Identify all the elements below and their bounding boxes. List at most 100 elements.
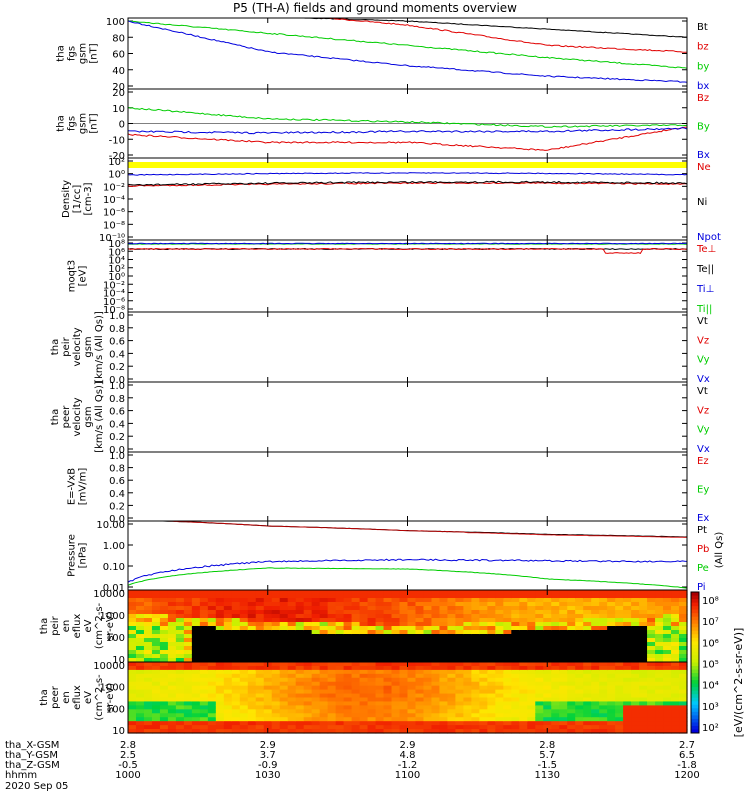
spectrogram-cell — [231, 673, 241, 679]
spectrogram-cell — [439, 662, 449, 667]
spectrogram-cell — [375, 701, 385, 706]
spectrogram-cell — [575, 693, 584, 699]
colorbar-label-text: [eV/(cm^2-s-sr-eV)] — [732, 628, 745, 738]
spectrogram-cell — [239, 630, 249, 635]
ytick-label: 10⁻¹⁰ — [99, 233, 125, 244]
spectrogram-cell — [471, 626, 480, 631]
spectrogram-cell — [551, 638, 560, 643]
spectrogram-cell — [607, 689, 616, 695]
spectrogram-cell — [359, 709, 369, 714]
spectrogram-cell — [223, 689, 233, 695]
spectrogram-cell — [591, 713, 600, 718]
spectrogram-cell — [271, 658, 281, 663]
orbit-value: 4.8 — [400, 750, 416, 761]
spectrogram-cell — [591, 630, 600, 635]
spectrogram-cell — [351, 677, 361, 683]
spectrogram-cell — [647, 697, 656, 703]
spectrogram-cell — [399, 646, 409, 651]
spectrogram-cell — [415, 662, 425, 667]
spectrogram-cell — [199, 705, 209, 710]
spectrogram-cell — [263, 630, 273, 635]
spectrogram-cell — [287, 685, 297, 691]
spectrogram-cell — [535, 610, 544, 615]
spectrogram-cell — [527, 677, 536, 683]
spectrogram-cell — [575, 685, 584, 691]
spectrogram-cell — [359, 646, 369, 651]
spectrogram-cell — [631, 646, 640, 651]
spectrogram-cell — [407, 646, 417, 651]
spectrogram-cell — [495, 725, 504, 730]
spectrogram-cell — [463, 614, 472, 619]
spectrogram-cell — [479, 642, 488, 647]
spectrogram-cell — [639, 709, 648, 714]
spectrogram-cell — [191, 689, 201, 695]
spectrogram-cell — [679, 689, 688, 695]
spectrogram-cell — [367, 729, 377, 734]
spectrogram-cell — [135, 689, 145, 695]
spectrogram-cell — [679, 681, 688, 687]
spectrogram-cell — [175, 673, 185, 679]
colorbar-cell — [691, 623, 699, 628]
spectrogram-cell — [399, 598, 409, 603]
spectrogram-cell — [367, 713, 377, 718]
spectrogram-cell — [479, 602, 488, 607]
spectrogram-cell — [239, 713, 249, 718]
spectrogram-cell — [159, 602, 169, 607]
spectrogram-cell — [535, 665, 544, 671]
ytick-label: 10 — [112, 655, 125, 666]
spectrogram-cell — [375, 717, 385, 722]
spectrogram-cell — [623, 598, 632, 603]
spectrogram-cell — [599, 665, 608, 671]
spectrogram-cell — [191, 713, 201, 718]
spectrogram-cell — [471, 721, 480, 726]
spectrogram-cell — [519, 705, 528, 710]
spectrogram-cell — [191, 705, 201, 710]
spectrogram-cell — [199, 709, 209, 714]
spectrogram-cell — [287, 717, 297, 722]
spectrogram-cell — [407, 618, 417, 623]
spectrogram-cell — [543, 665, 552, 671]
spectrogram-cell — [567, 658, 576, 663]
spectrogram-cell — [343, 673, 353, 679]
spectrogram-cell — [231, 705, 241, 710]
spectrogram-cell — [511, 669, 520, 675]
spectrogram-cell — [255, 650, 265, 655]
spectrogram-cell — [231, 646, 241, 651]
spectrogram-cell — [463, 662, 472, 667]
legend-bt: Bt — [697, 22, 708, 33]
ylabel-line: Density — [61, 180, 72, 218]
spectrogram-cell — [399, 673, 409, 679]
spectrogram-cell — [623, 701, 632, 706]
spectrogram-cell — [367, 594, 377, 599]
spectrogram-cell — [511, 709, 520, 714]
spectrogram-cell — [631, 654, 640, 659]
spectrogram-cell — [399, 602, 409, 607]
spectrogram-cell — [543, 697, 552, 703]
spectrogram-cell — [207, 677, 217, 683]
series-Ni — [127, 180, 688, 186]
spectrogram-cell — [615, 693, 624, 699]
spectrogram-cell — [167, 685, 177, 691]
spectrogram-cell — [623, 614, 632, 619]
colorbar-cell — [691, 687, 699, 692]
spectrogram-cell — [599, 594, 608, 599]
spectrogram-cell — [679, 638, 688, 643]
ytick-label: 1.0 — [109, 451, 125, 462]
spectrogram-cell — [359, 610, 369, 615]
spectrogram-cell — [311, 673, 321, 679]
panel-peir-spec: tha peir en eflux eV (cm^2-s-sr-eV)1000010001… — [39, 589, 687, 666]
spectrogram-cell — [567, 606, 576, 611]
colorbar-cell — [691, 694, 699, 699]
spectrogram-cell — [415, 713, 425, 718]
spectrogram-cell — [535, 725, 544, 730]
spectrogram-cell — [431, 701, 441, 706]
spectrogram-cell — [191, 721, 201, 726]
spectrogram-cell — [575, 606, 584, 611]
spectrogram-cell — [128, 634, 137, 639]
spectrogram-cell — [431, 709, 441, 714]
spectrogram-cell — [167, 646, 177, 651]
spectrogram-cell — [367, 626, 377, 631]
spectrogram-cell — [239, 626, 249, 631]
spectrogram-cell — [519, 654, 528, 659]
spectrogram-cell — [495, 705, 504, 710]
